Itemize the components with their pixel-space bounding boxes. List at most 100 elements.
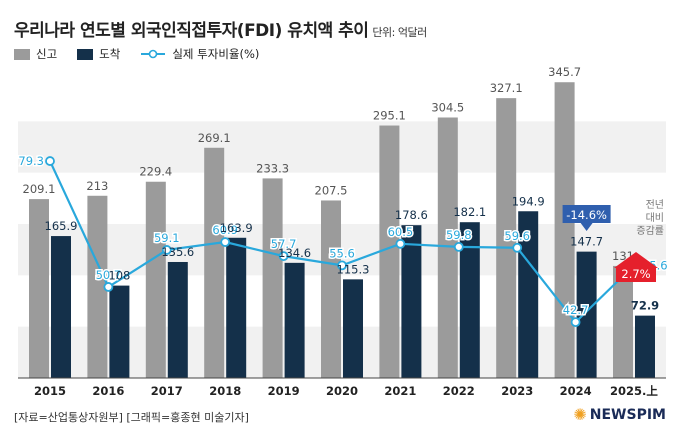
label-arrived: 72.9 bbox=[631, 299, 659, 313]
bar-reported bbox=[145, 181, 166, 378]
label-arrived: 178.6 bbox=[395, 208, 428, 222]
bar-arrived bbox=[167, 261, 188, 378]
arrived-bars bbox=[51, 211, 655, 378]
bar-arrived bbox=[459, 222, 480, 378]
bar-arrived bbox=[51, 236, 71, 378]
label-reported: 269.1 bbox=[198, 131, 231, 145]
x-tick-label: 2023 bbox=[501, 384, 533, 398]
change-note-line: 증감률 bbox=[636, 225, 664, 237]
change-note-line: 대비 bbox=[646, 212, 664, 224]
change-note-line: 전년 bbox=[646, 199, 664, 211]
bar-reported bbox=[379, 125, 400, 378]
bar-arrived bbox=[226, 237, 247, 378]
ratio-point bbox=[278, 251, 289, 262]
title-text: 우리나라 연도별 외국인직접투자(FDI) 유치액 추이 bbox=[14, 21, 369, 41]
reported-bars bbox=[29, 82, 633, 379]
label-ratio: 57.7 bbox=[271, 237, 297, 251]
x-tick-label: 2020 bbox=[326, 384, 358, 398]
legend-item-reported: 신고 bbox=[14, 46, 57, 62]
label-ratio: 79.3 bbox=[18, 154, 44, 168]
bar-reported bbox=[87, 195, 108, 378]
bar-arrived bbox=[635, 315, 655, 378]
label-reported: 209.1 bbox=[23, 182, 56, 196]
x-tick-label: 2024 bbox=[560, 384, 592, 398]
bar-reported bbox=[262, 178, 283, 378]
label-arrived: 135.6 bbox=[161, 245, 194, 259]
bar-arrived bbox=[343, 279, 363, 378]
x-tick-label: 2017 bbox=[151, 384, 183, 398]
bar-reported bbox=[496, 98, 517, 379]
x-tick-label: 2021 bbox=[384, 384, 416, 398]
down-badge bbox=[562, 205, 611, 231]
label-ratio: 59.6 bbox=[504, 229, 530, 243]
label-reported: 345.7 bbox=[548, 65, 581, 79]
label-reported: 207.5 bbox=[315, 183, 348, 197]
label-arrived: 147.7 bbox=[570, 235, 603, 249]
page-title: 우리나라 연도별 외국인직접투자(FDI) 유치액 추이 단위: 억달러 bbox=[14, 16, 427, 41]
label-arrived: 108 bbox=[108, 269, 130, 283]
bar-arrived bbox=[284, 262, 305, 378]
bar-reported bbox=[554, 82, 575, 379]
bar-reported bbox=[437, 117, 458, 378]
x-tick-label: 2016 bbox=[92, 384, 124, 398]
ratio-point bbox=[161, 245, 172, 255]
bar-arrived bbox=[576, 251, 597, 378]
bar-arrived bbox=[109, 285, 130, 378]
ratio-point bbox=[45, 156, 55, 166]
label-reported: 295.1 bbox=[373, 109, 406, 123]
label-ratio: 55.6 bbox=[329, 246, 355, 260]
label-ratio: 42.7 bbox=[563, 303, 589, 317]
source-credit: [자료=산업통상자원부] [그래픽=홍종현 미술기자] bbox=[14, 411, 249, 424]
label-reported: 229.4 bbox=[139, 165, 172, 179]
bar-arrived bbox=[401, 225, 422, 378]
label-ratio: 60.5 bbox=[388, 225, 414, 239]
label-arrived: 115.3 bbox=[337, 262, 370, 276]
x-tick-label: 2025.上 bbox=[610, 384, 658, 398]
legend-label-ratio: 실제 투자비율(%) bbox=[172, 47, 260, 61]
label-arrived: 163.9 bbox=[220, 221, 253, 235]
ratio-point bbox=[337, 260, 347, 271]
ratio-point bbox=[512, 242, 523, 253]
up-badge bbox=[614, 252, 658, 282]
label-reported: 304.5 bbox=[431, 100, 464, 114]
down-badge-text: -14.6% bbox=[566, 208, 607, 222]
label-arrived: 194.9 bbox=[512, 194, 545, 208]
x-tick-label: 2019 bbox=[268, 384, 300, 398]
label-arrived: 182.1 bbox=[453, 205, 486, 219]
x-tick-label: 2015 bbox=[34, 384, 66, 398]
label-ratio: 59.8 bbox=[446, 228, 472, 242]
unit-label: 단위: 억달러 bbox=[372, 26, 427, 39]
x-tick-label: 2022 bbox=[443, 384, 475, 398]
label-reported: 213 bbox=[86, 179, 108, 193]
ratio-line: 79.3 50.7 59.1 60.9 57.7 55.6 60.5 59.8 59.6 42.7… bbox=[17, 153, 669, 328]
bar-reported bbox=[321, 200, 341, 378]
legend-item-ratio: 실제 투자비율(%) bbox=[140, 46, 259, 62]
label-ratio: 59.1 bbox=[154, 231, 180, 245]
label-ratio: 60.9 bbox=[212, 223, 238, 237]
bar-reported bbox=[204, 147, 225, 378]
logo-text: NEWSPIM bbox=[589, 406, 666, 423]
bar-reported bbox=[613, 265, 633, 378]
bar-reported bbox=[29, 199, 49, 378]
bar-arrived bbox=[518, 211, 539, 378]
legend-swatch-reported bbox=[14, 48, 30, 60]
up-badge-text: 2.7% bbox=[621, 267, 650, 281]
ratio-point bbox=[453, 241, 464, 252]
label-ratio: 50.7 bbox=[96, 268, 122, 282]
legend-label-arrived: 도착 bbox=[99, 47, 121, 61]
ratio-point bbox=[220, 237, 231, 247]
legend: 신고 도착 실제 투자비율(%) bbox=[14, 46, 279, 62]
legend-swatch-ratio bbox=[141, 49, 166, 59]
newspim-logo: ✺ NEWSPIM bbox=[573, 405, 666, 424]
label-arrived: 165.9 bbox=[45, 219, 78, 233]
logo-mark-icon: ✺ bbox=[573, 405, 587, 424]
x-tick-labels: 2015 2016 2017 2018 2019 2020 2021 2022 2023 2024… bbox=[34, 384, 658, 398]
label-reported: 327.1 bbox=[490, 81, 523, 95]
legend-label-reported: 신고 bbox=[36, 47, 58, 61]
x-tick-label: 2018 bbox=[209, 384, 241, 398]
legend-swatch-arrived bbox=[77, 48, 94, 60]
label-arrived: 134.6 bbox=[278, 246, 311, 260]
